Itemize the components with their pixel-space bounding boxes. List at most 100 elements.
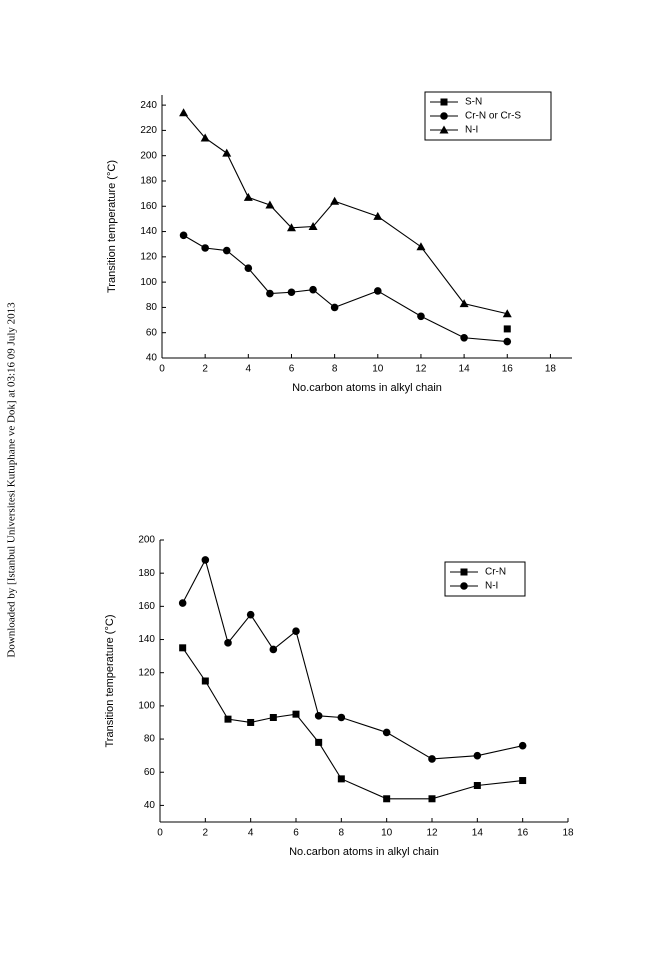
x-tick-label: 2 <box>203 828 209 839</box>
data-point <box>222 246 231 255</box>
x-tick-label: 10 <box>372 364 384 375</box>
y-tick-label: 100 <box>140 277 157 288</box>
series-line <box>183 112 508 315</box>
x-tick-label: 0 <box>159 364 165 375</box>
legend-label: N-I <box>485 581 498 592</box>
series-line <box>182 647 523 800</box>
data-point <box>292 710 300 718</box>
data-point <box>178 599 187 607</box>
legend-label: Cr-N <box>485 567 506 578</box>
data-point <box>201 244 209 252</box>
x-tick-label: 10 <box>381 828 393 839</box>
data-point <box>337 775 345 783</box>
legend-marker <box>439 125 449 134</box>
legend-marker <box>460 568 468 576</box>
data-point <box>309 285 317 294</box>
y-tick-label: 120 <box>140 251 157 262</box>
data-point <box>269 645 278 654</box>
y-tick-label: 240 <box>140 100 157 111</box>
x-axis-label: No.carbon atoms in alkyl chain <box>292 382 442 394</box>
y-tick-label: 120 <box>138 667 155 678</box>
data-point <box>473 782 481 790</box>
y-tick-label: 200 <box>138 535 155 546</box>
y-tick-label: 40 <box>146 353 158 364</box>
data-point <box>308 222 318 230</box>
data-point <box>502 309 512 318</box>
x-tick-label: 16 <box>517 828 529 839</box>
y-tick-label: 220 <box>140 125 157 136</box>
data-point <box>201 556 210 564</box>
data-point <box>383 795 391 803</box>
data-point <box>292 627 300 636</box>
x-tick-label: 6 <box>293 828 299 839</box>
data-point <box>200 133 210 142</box>
data-point <box>315 738 323 746</box>
y-tick-label: 60 <box>144 767 156 778</box>
data-point <box>224 639 232 647</box>
data-point <box>247 718 255 726</box>
y-tick-label: 100 <box>138 701 155 712</box>
data-point <box>428 795 436 803</box>
series-line <box>182 558 523 760</box>
x-tick-label: 14 <box>459 364 471 375</box>
x-tick-label: 18 <box>545 364 557 375</box>
x-tick-label: 8 <box>332 364 338 375</box>
data-point <box>382 728 391 737</box>
legend-box <box>444 561 526 597</box>
x-tick-label: 0 <box>157 828 163 839</box>
series-line <box>183 234 508 343</box>
x-tick-label: 14 <box>472 828 484 839</box>
x-tick-label: 4 <box>246 364 252 375</box>
data-point <box>416 242 426 251</box>
y-tick-label: 140 <box>138 634 155 645</box>
x-tick-label: 2 <box>202 364 208 375</box>
data-point <box>265 200 275 209</box>
data-point <box>417 312 425 321</box>
data-point <box>330 196 340 205</box>
data-point <box>266 289 274 298</box>
y-tick-label: 200 <box>140 150 157 161</box>
data-point <box>330 303 339 312</box>
data-point <box>337 713 346 722</box>
legend-marker <box>440 98 448 106</box>
download-note: Downloaded by [Istanbul Universitesi Kut… <box>6 302 18 658</box>
data-point <box>518 741 527 750</box>
y-tick-label: 180 <box>138 568 155 579</box>
data-point <box>179 231 188 240</box>
x-tick-label: 8 <box>339 828 345 839</box>
y-tick-label: 80 <box>146 302 158 313</box>
y-tick-label: 180 <box>140 176 157 187</box>
y-axis-label: Transition temperature (°C) <box>104 615 116 748</box>
y-axis-label: Transition temperature (°C) <box>106 160 118 293</box>
data-point <box>246 610 255 619</box>
data-point <box>222 148 232 157</box>
x-tick-label: 12 <box>426 828 438 839</box>
data-point <box>428 755 436 763</box>
data-point <box>373 287 382 295</box>
data-point <box>179 108 189 117</box>
data-point <box>269 713 277 721</box>
x-tick-label: 16 <box>502 364 514 375</box>
y-tick-label: 140 <box>140 226 157 237</box>
y-tick-label: 80 <box>144 734 156 745</box>
legend-marker <box>460 582 468 590</box>
legend-marker <box>440 112 448 120</box>
data-point <box>286 223 296 232</box>
x-tick-label: 6 <box>289 364 295 375</box>
data-point <box>503 325 511 333</box>
data-point <box>473 751 482 760</box>
data-point <box>243 192 253 201</box>
data-point <box>373 211 383 220</box>
x-tick-label: 12 <box>415 364 427 375</box>
legend-label: N-I <box>465 125 478 136</box>
data-point <box>519 777 527 785</box>
data-point <box>459 299 469 308</box>
data-point <box>179 644 187 652</box>
y-tick-label: 160 <box>138 601 155 612</box>
x-tick-label: 4 <box>248 828 254 839</box>
data-point <box>460 333 468 342</box>
x-axis-label: No.carbon atoms in alkyl chain <box>289 846 439 858</box>
data-point <box>224 715 232 723</box>
